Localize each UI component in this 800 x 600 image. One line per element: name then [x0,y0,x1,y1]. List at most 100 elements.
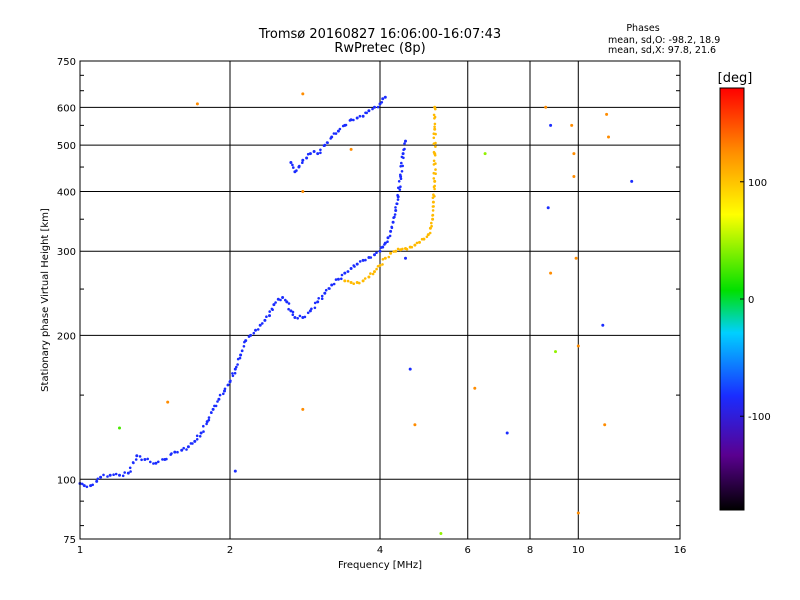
o-trace-point [361,258,365,262]
scattered-echo-point [630,179,634,183]
o-trace-point [233,371,237,375]
scattered-echo-point [166,400,170,404]
x-trace-point [378,264,382,267]
scattered-echo-point [301,190,305,193]
x-trace-point [422,237,426,241]
x-trace-point [430,224,433,228]
o-trace-point [336,277,340,281]
o-trace-point [186,445,190,449]
o-trace-point [400,161,403,165]
o-trace-point [279,298,282,302]
stats-o-mode: mean, sd,O: -98.2, 18.9 [608,35,720,46]
x-trace-point [431,217,435,221]
o-trace-point [114,472,118,476]
o-trace-point [205,422,208,426]
x-trace-point [373,270,376,274]
o-trace-point [118,473,121,477]
o-trace-point [102,473,105,477]
x-trace-point [361,279,365,283]
o-trace-point [256,328,260,331]
scattered-echo-point [574,256,578,260]
f-layer-trace-point [301,158,305,162]
o-trace-point [252,331,256,335]
o-trace-point [138,455,142,458]
o-trace-point [193,439,197,443]
o-trace-point [313,306,317,310]
o-trace-point [129,470,132,473]
scattered-echo-point [473,386,477,390]
o-trace-point [400,155,404,159]
scattered-echo-point [572,152,576,156]
o-trace-point [391,220,395,224]
o-trace-point [276,297,280,301]
o-trace-point [207,418,211,422]
scattered-echo-point [572,175,576,178]
x-trace-point [434,141,437,145]
o-trace-point [214,404,218,408]
scattered-echo-point [546,206,550,210]
scattered-echo-point [603,423,607,427]
o-trace-point [123,471,126,474]
f-layer-trace-point [332,132,336,135]
o-trace-point [396,193,399,197]
x-trace-point [431,213,435,217]
o-trace-point [270,307,274,311]
o-trace-point [389,229,393,233]
x-tick-label: 1 [77,545,83,556]
o-trace-point [291,313,295,317]
scattered-echo-point [349,147,353,151]
o-trace-point [287,307,290,311]
o-trace-point [296,317,300,320]
o-trace-point [399,185,402,188]
o-trace-point [320,297,324,301]
o-trace-point [378,249,382,253]
o-trace-point [161,458,164,461]
x-trace-point [431,209,435,212]
scattered-echo-point [195,102,199,106]
x-trace-point [434,145,437,148]
grid-lines [80,61,680,539]
x-trace-point [375,267,378,271]
scattered-echo-point [549,123,553,127]
f-layer-trace-point [289,161,293,164]
o-trace-point [242,345,246,348]
f-layer-trace-point [367,109,371,113]
o-trace-point [272,303,276,307]
chart-title: Tromsø 20160827 16:06:00-16:07:43 [258,27,501,42]
y-tick-label: 750 [57,57,76,68]
x-trace-point [433,127,437,131]
x-trace-point [434,162,437,165]
stats-x-mode: mean, sd,X: 97.8, 21.6 [608,45,716,56]
o-trace-point [89,484,93,488]
f-layer-trace-point [312,150,316,153]
x-trace-point [401,247,404,251]
x-trace-point [432,136,436,140]
x-trace-point [433,122,437,126]
x-trace-point [433,187,436,191]
x-trace-point [432,150,436,154]
o-trace-point [323,291,327,295]
x-trace-point [432,205,435,208]
f-layer-trace-point [338,127,342,131]
y-tick-label: 100 [57,475,76,486]
x-trace-point [432,132,436,135]
x-axis-ticks: 1 2 4 6 8 10 16 [77,545,687,556]
f-layer-trace-point [316,152,320,156]
scattered-echo-point [576,344,580,348]
scattered-echo-point [505,431,509,435]
o-trace-point [106,475,109,478]
o-trace-point [131,461,135,464]
x-trace-point [349,281,353,284]
f-layer-trace-point [365,111,369,115]
f-layer-trace-point [371,107,374,111]
scattered-echo-point [404,256,407,260]
x-trace-point [428,231,432,235]
scattered-echo-point [549,271,553,275]
x-trace-point [432,193,435,196]
o-trace-point [399,165,403,168]
o-trace-point [191,442,194,445]
x-trace-point [381,258,385,261]
f-layer-trace-point [380,101,384,104]
o-trace-point [258,323,262,327]
